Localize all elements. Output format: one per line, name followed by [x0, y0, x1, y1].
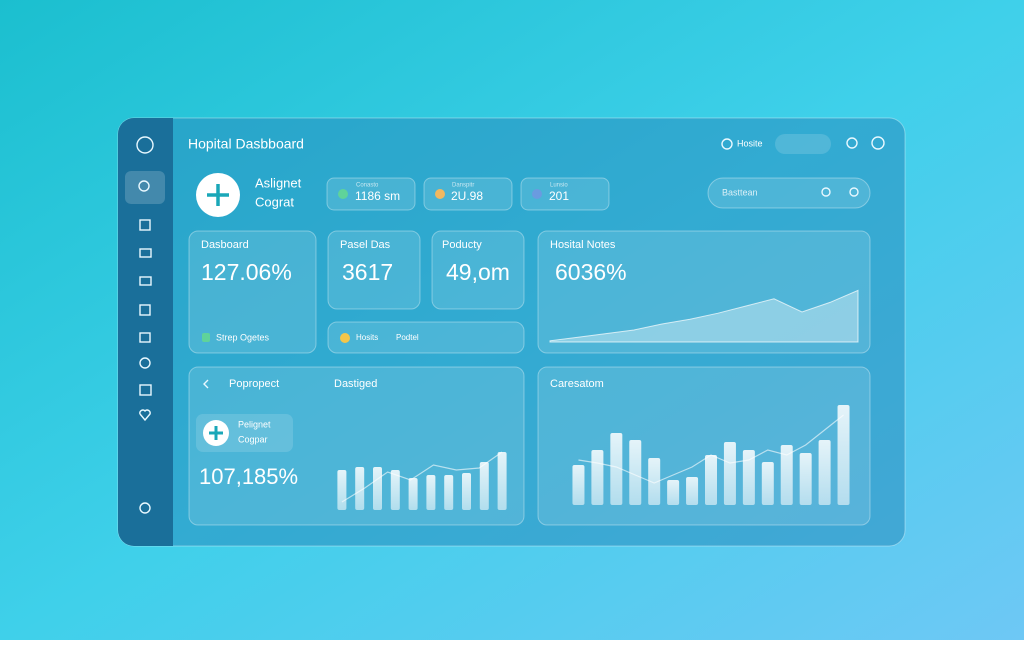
bar	[742, 450, 755, 505]
bar	[648, 458, 661, 505]
profile-name: Aslignet	[255, 175, 302, 190]
toolbar[interactable]	[775, 134, 831, 154]
bar	[799, 453, 812, 505]
user-icon[interactable]	[846, 137, 858, 149]
search-icon[interactable]	[821, 187, 831, 197]
nav-icon[interactable]	[139, 304, 151, 316]
bar	[337, 470, 347, 510]
nav-icon[interactable]	[139, 276, 152, 286]
plus-icon	[209, 426, 223, 440]
sidebar	[118, 118, 173, 546]
stat-dot	[338, 189, 348, 199]
bar	[426, 475, 436, 510]
stat-chip[interactable]	[326, 177, 416, 211]
nav-active[interactable]	[125, 171, 165, 204]
nav-icon[interactable]	[139, 384, 152, 396]
stat-label: Danspitr	[452, 183, 474, 189]
logo-icon	[136, 136, 154, 154]
bar	[572, 465, 585, 505]
stat-chip[interactable]	[520, 177, 610, 211]
bar	[780, 445, 793, 505]
area	[549, 289, 859, 343]
card-title: Pasel Das	[340, 239, 391, 251]
settings-icon[interactable]	[139, 502, 151, 514]
globe-icon	[721, 138, 733, 150]
stat-chip[interactable]	[423, 177, 513, 211]
settings-icon[interactable]	[871, 136, 885, 150]
panel	[188, 366, 525, 526]
stat-value: 201	[549, 189, 569, 203]
card-title: Poducty	[442, 239, 482, 251]
panel-title: Caresatom	[550, 378, 604, 390]
panel-menu[interactable]: Dastiged	[334, 378, 377, 390]
bar	[705, 455, 717, 505]
bar	[667, 480, 680, 505]
search-icon[interactable]	[138, 180, 150, 192]
panel-title: Popropect	[229, 378, 279, 390]
card	[188, 230, 317, 354]
card	[431, 230, 525, 310]
bar	[479, 462, 489, 510]
strip-label: Podtel	[396, 333, 419, 342]
profile-role: Cograt	[255, 194, 294, 209]
footer-icon	[202, 333, 210, 342]
bar	[818, 440, 831, 505]
stat-value: 2U.98	[451, 189, 483, 203]
bar	[629, 440, 642, 505]
bar	[408, 478, 418, 510]
nav-icon[interactable]	[139, 332, 151, 343]
search-placeholder[interactable]: Basttean	[722, 187, 758, 197]
chip-name: Pelignet	[238, 419, 271, 429]
strip	[327, 321, 525, 354]
nav-link[interactable]: Hosite	[737, 138, 763, 148]
nav-icon[interactable]	[139, 357, 151, 369]
bar	[390, 470, 400, 510]
nav-icon[interactable]	[139, 219, 151, 231]
back-icon[interactable]	[203, 379, 209, 389]
bar	[462, 473, 471, 510]
bar	[723, 442, 736, 505]
bar	[837, 405, 850, 505]
card-title: Dasboard	[201, 239, 249, 251]
bar	[444, 475, 454, 510]
trend-line	[578, 414, 844, 484]
nav-icon[interactable]	[139, 248, 152, 258]
card	[327, 230, 421, 310]
strip-label: Hosits	[356, 333, 378, 342]
plus-icon	[207, 184, 229, 206]
title: Hopital Dasbboard	[188, 136, 304, 152]
card-footer: Strep Ogetes	[216, 332, 270, 342]
card-title: Hosital Notes	[550, 239, 616, 251]
bar	[761, 462, 774, 505]
stat-dot	[532, 189, 542, 199]
card-value: 127.06%	[201, 259, 292, 285]
bar	[591, 450, 604, 505]
card	[537, 230, 871, 354]
bar	[686, 477, 699, 505]
stat-label: Conasto	[356, 183, 379, 189]
bar	[497, 452, 507, 510]
strip-dot	[340, 333, 350, 343]
card-value: 49,om	[446, 259, 510, 285]
bar	[355, 467, 365, 510]
bar	[373, 467, 382, 510]
card-value: 3617	[342, 259, 393, 285]
panel-value: 107,185%	[199, 464, 298, 489]
trend-line	[341, 451, 503, 503]
stat-value: 1186 sm	[355, 189, 400, 203]
chip-role: Cogpar	[238, 434, 268, 444]
search-box[interactable]	[707, 177, 871, 209]
bar	[610, 433, 623, 505]
stat-dot	[435, 189, 445, 199]
nav-icons	[139, 219, 152, 514]
stat-label: Lunsio	[550, 183, 568, 189]
search-icon[interactable]	[849, 187, 859, 197]
card-value: 6036%	[555, 259, 627, 285]
nav-icon[interactable]	[139, 409, 151, 422]
